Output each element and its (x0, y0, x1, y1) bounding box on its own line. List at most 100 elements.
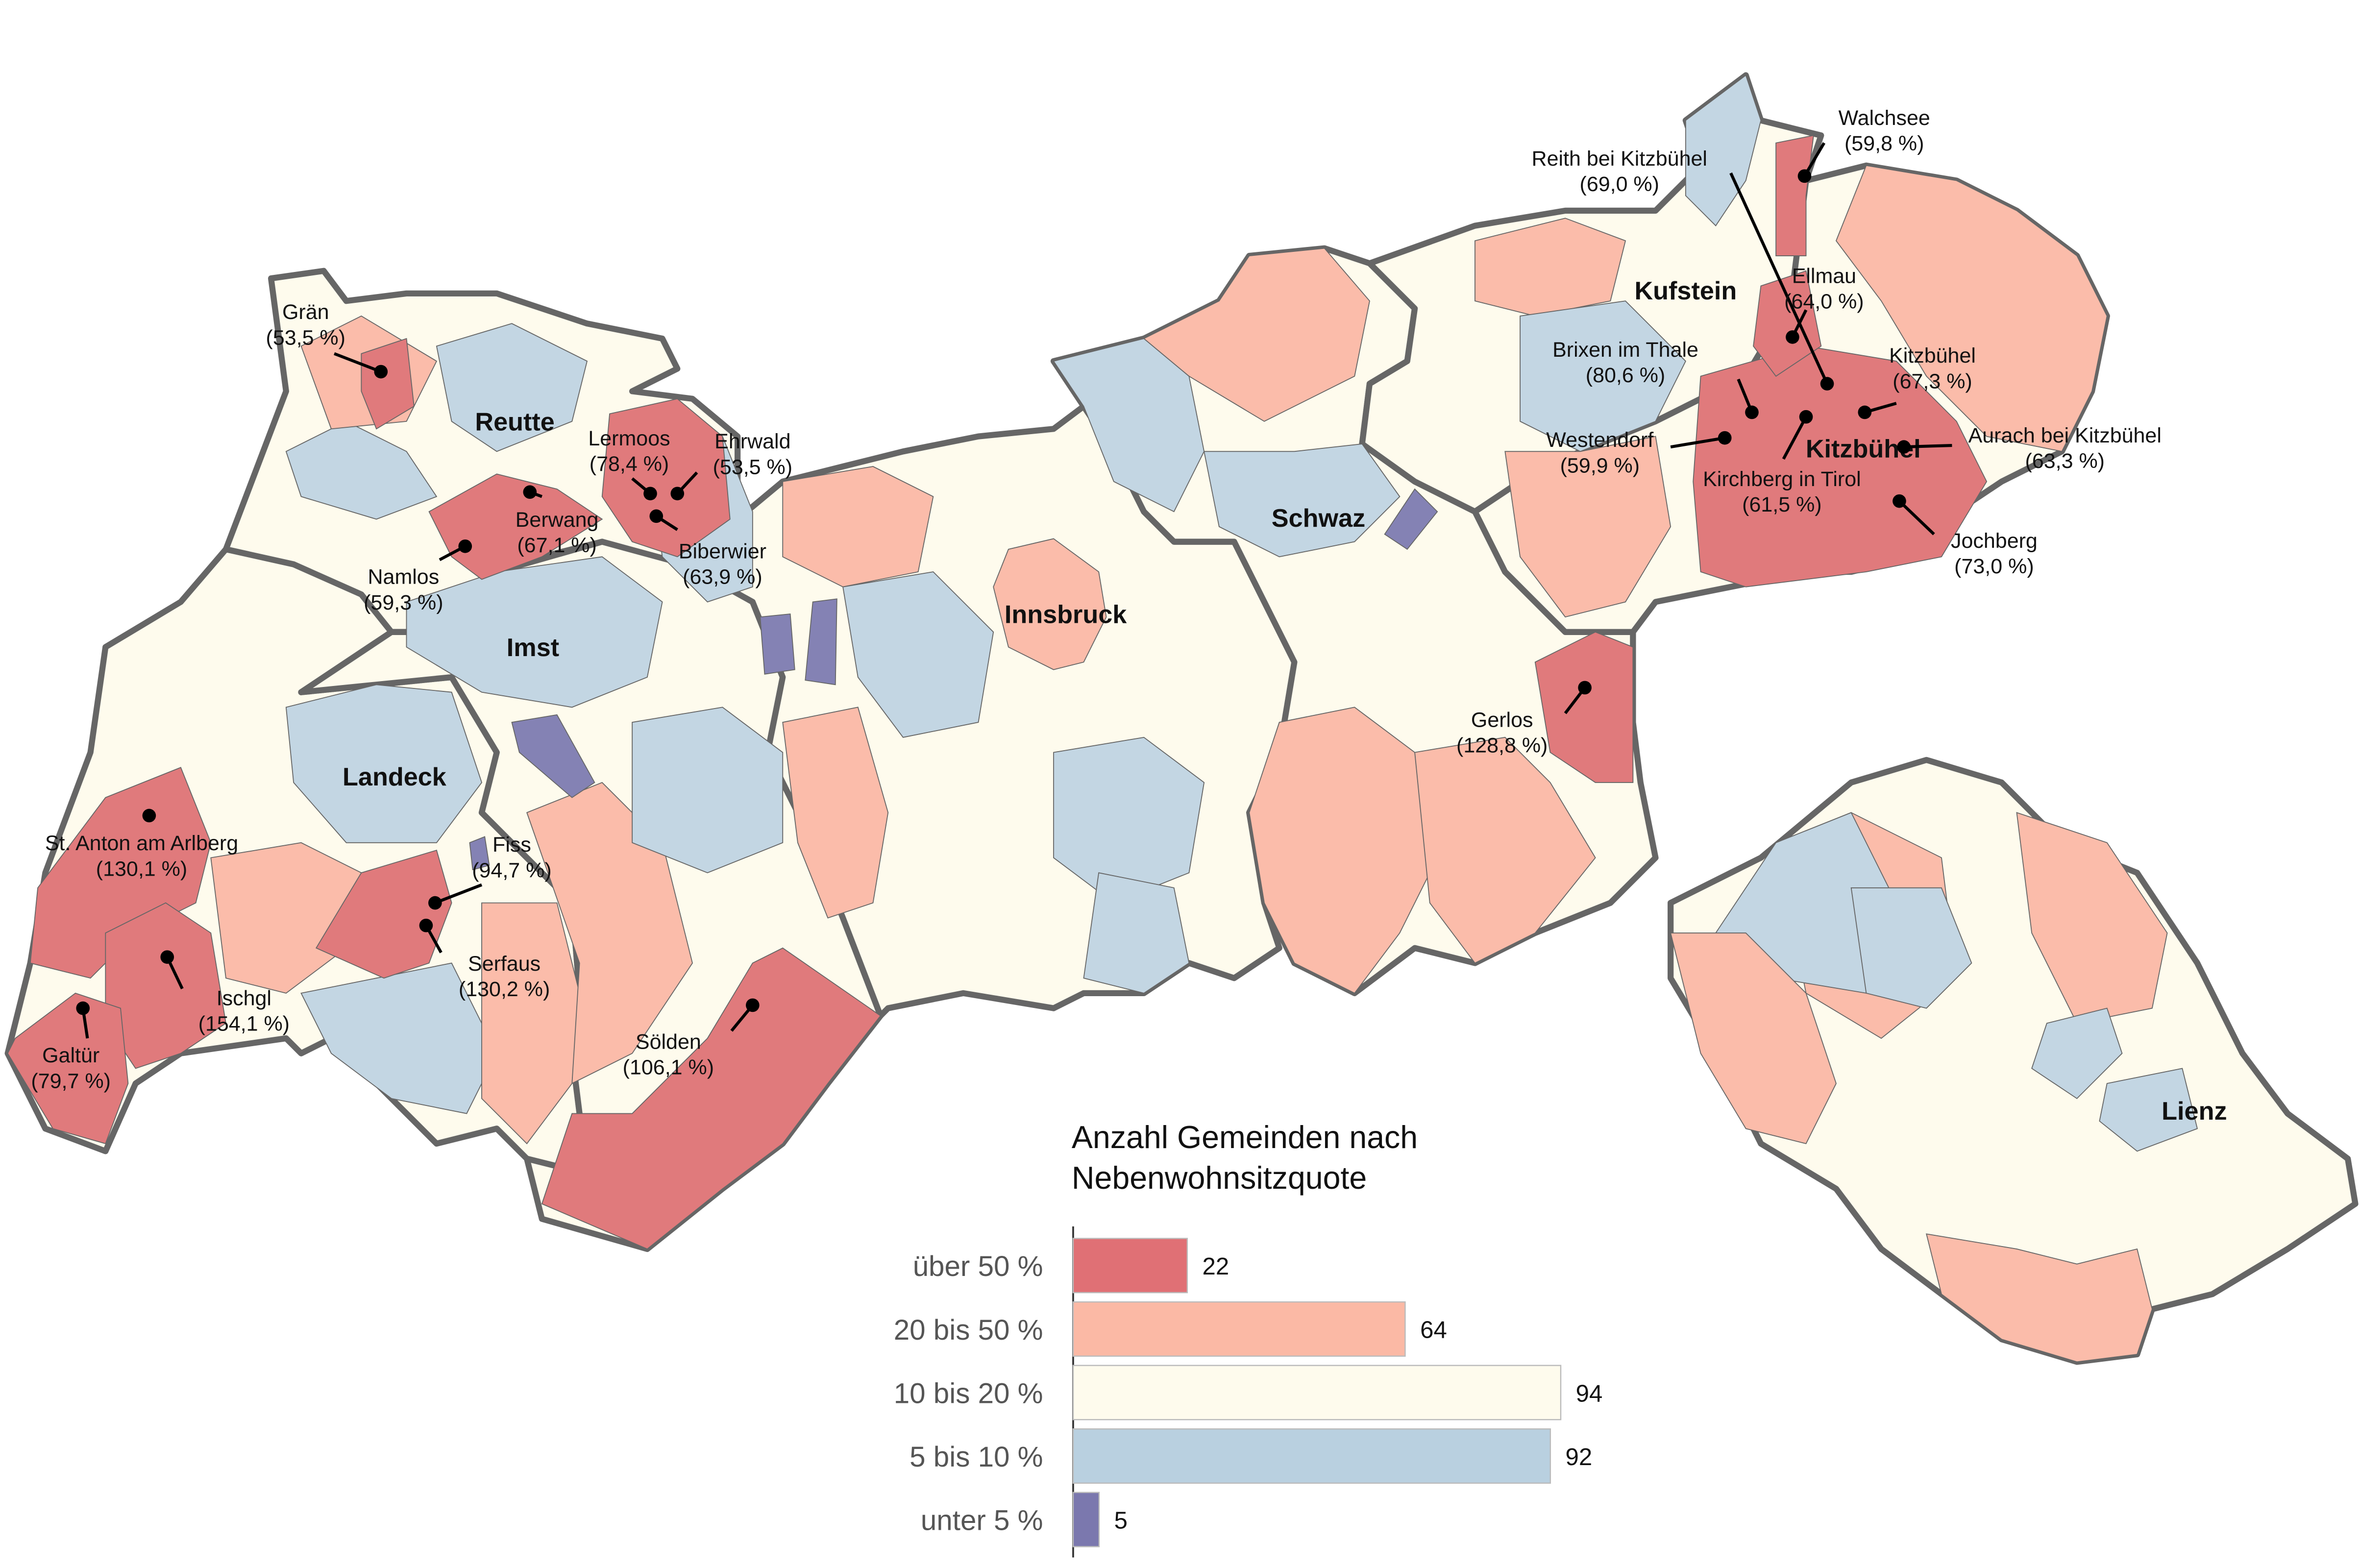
legend-title-box: Anzahl Gemeinden nach Nebenwohnsitzquote (1071, 1121, 1418, 1197)
location-dot (374, 365, 388, 379)
value-label: 94 (1576, 1380, 1603, 1407)
leader-line (1729, 172, 1829, 385)
location-dot (1718, 431, 1732, 445)
municipality-value: (130,1 %) (96, 857, 187, 881)
municipality-value: (53,5 %) (266, 326, 345, 349)
municipality-value: (80,6 %) (1586, 364, 1665, 387)
location-dot (1578, 681, 1592, 695)
municipality-area (2031, 1007, 2123, 1100)
district-label: Imst (507, 634, 559, 662)
municipality-name: Lermoos (588, 427, 670, 450)
municipality-area (1083, 872, 1190, 994)
location-dot (1820, 377, 1834, 391)
municipality-name: Fiss (492, 833, 531, 857)
municipality-value: (59,8 %) (1844, 132, 1924, 155)
location-dot (1858, 405, 1872, 419)
municipality-area (2099, 1068, 2198, 1152)
value-label: 22 (1203, 1253, 1229, 1280)
municipality-name: Reith bei Kitzbühel (1532, 147, 1707, 171)
municipality-area (1504, 436, 1672, 618)
district-label: Innsbruck (1005, 600, 1127, 629)
municipality-area (469, 836, 490, 871)
value-label: 64 (1420, 1317, 1447, 1344)
municipality-name: Ehrwald (714, 430, 790, 453)
municipality-area (1053, 736, 1205, 904)
municipality-value: (53,5 %) (713, 455, 792, 479)
location-dot (76, 1001, 90, 1015)
location-dot (160, 950, 174, 964)
municipality-area (1204, 443, 1401, 558)
labels: Reutte Imst Landeck Innsbruck Schwaz Kufstein… (31, 106, 2227, 1126)
location-dot (1799, 410, 1813, 424)
municipality-value: (78,4 %) (590, 452, 669, 476)
municipality-name: Aurach bei Kitzbühel (1968, 424, 2162, 447)
municipality-area (1414, 736, 1596, 964)
municipality-value: (63,9 %) (683, 565, 762, 589)
municipality-name: Westendorf (1546, 428, 1653, 452)
municipality-name: Kitzbühel (1889, 344, 1976, 368)
municipality-area (1685, 74, 1762, 227)
municipality-value: (106,1 %) (623, 1056, 714, 1079)
location-dot (142, 808, 156, 823)
district-label: Kufstein (1634, 277, 1737, 305)
municipality-value: (69,0 %) (1580, 172, 1659, 196)
municipality-area (511, 714, 595, 798)
location-dot (428, 896, 442, 910)
municipality-name: Berwang (516, 508, 599, 532)
municipality-value: (79,7 %) (31, 1069, 110, 1093)
municipality-value: (94,7 %) (472, 858, 551, 882)
municipality-area (285, 684, 483, 843)
category-label: über 50 % (913, 1250, 1043, 1282)
municipality-area (1925, 1233, 2153, 1363)
municipality-name: Ellmau (1792, 264, 1856, 288)
municipality-area (1753, 270, 1822, 377)
leader-line (1670, 436, 1725, 449)
municipality-name: Kirchberg in Tirol (1703, 467, 1861, 491)
district-label: Schwaz (1272, 504, 1365, 533)
bar (1072, 1492, 1100, 1547)
municipality-area (436, 323, 588, 452)
municipality-value: (63,3 %) (2025, 449, 2105, 473)
municipality-area (1775, 135, 1814, 256)
municipality-area (842, 571, 994, 738)
location-dot (643, 487, 657, 501)
value-label: 5 (1114, 1508, 1128, 1534)
municipality-area (526, 782, 693, 1084)
municipality-value: (130,2 %) (459, 978, 550, 1001)
municipality-name: Biberwier (679, 539, 766, 563)
municipality-name: Galtür (42, 1044, 99, 1067)
legend-title: Anzahl Gemeinden nach Nebenwohnsitzquote (1071, 1121, 1418, 1197)
municipality-name: Sölden (636, 1030, 701, 1054)
municipality-area (993, 538, 1107, 670)
leader-line (1782, 416, 1808, 460)
municipality-area (601, 398, 731, 558)
municipality-area (1384, 488, 1438, 550)
municipality-area (315, 849, 452, 979)
bar (1072, 1365, 1562, 1421)
municipality-area (1835, 165, 2108, 452)
municipality-areas (7, 74, 2198, 1363)
municipality-area (1143, 247, 1370, 422)
municipality-name: Serfaus (468, 952, 541, 976)
leader-line (1904, 443, 1952, 449)
municipality-name: St. Anton am Arlberg (45, 832, 238, 855)
municipality-name: Jochberg (1951, 529, 2038, 553)
municipality-name: Walchsee (1839, 106, 1930, 130)
municipality-value: (73,0 %) (1954, 555, 2034, 578)
bar (1072, 1238, 1188, 1294)
municipality-name: Gerlos (1471, 708, 1533, 732)
municipality-value: (154,1 %) (198, 1012, 290, 1036)
municipality-value: (64,0 %) (1784, 290, 1864, 314)
district-label: Reutte (475, 408, 554, 436)
municipality-area (782, 466, 934, 588)
municipality-area (1520, 300, 1686, 452)
location-dot (1786, 330, 1799, 344)
municipality-area (805, 598, 837, 686)
municipality-value: (128,8 %) (1456, 734, 1548, 758)
municipality-area (1693, 345, 1988, 588)
district-label: Lienz (2162, 1097, 2227, 1126)
municipality-area (1474, 218, 1626, 317)
district-label: Landeck (343, 763, 447, 791)
